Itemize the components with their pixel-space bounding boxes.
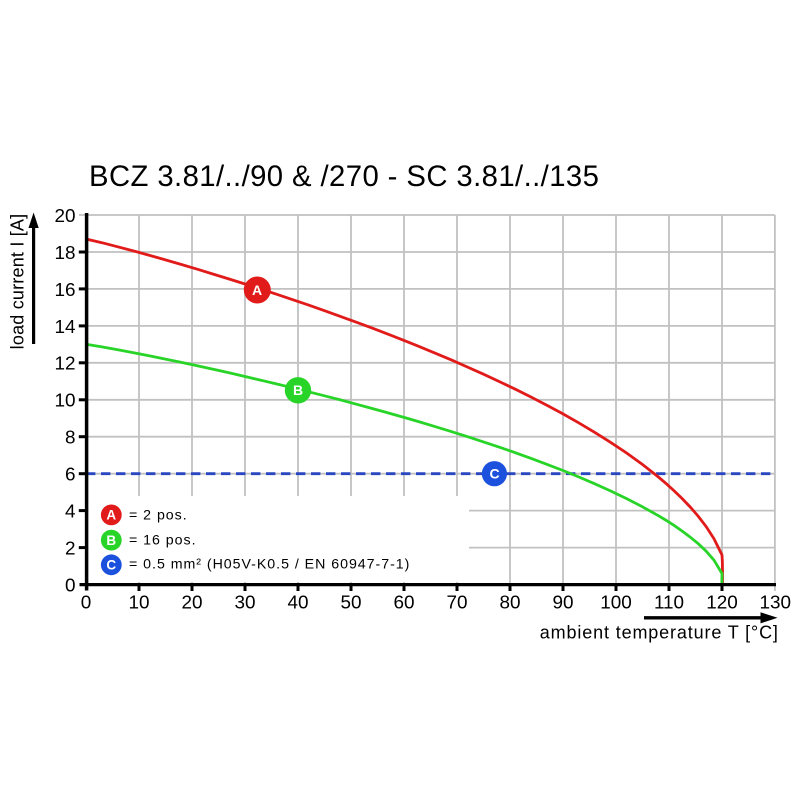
svg-text:= 16 pos.: = 16 pos.: [129, 533, 197, 549]
svg-text:load current I [A]: load current I [A]: [7, 214, 27, 350]
svg-text:= 0.5 mm² (H05V-K0.5 / EN 6094: = 0.5 mm² (H05V-K0.5 / EN 60947-7-1): [129, 557, 410, 573]
svg-text:C: C: [106, 558, 116, 573]
svg-text:110: 110: [654, 593, 684, 614]
svg-text:40: 40: [287, 593, 308, 614]
svg-text:ambient temperature T [°C]: ambient temperature T [°C]: [540, 623, 779, 643]
svg-text:2: 2: [65, 539, 76, 560]
svg-text:120: 120: [706, 593, 738, 614]
svg-text:12: 12: [54, 354, 75, 375]
svg-text:130: 130: [760, 593, 792, 614]
svg-text:0: 0: [81, 593, 92, 614]
svg-text:BCZ 3.81/../90 & /270 - SC 3.8: BCZ 3.81/../90 & /270 - SC 3.81/../135: [89, 160, 599, 193]
svg-text:16: 16: [54, 280, 75, 301]
svg-text:70: 70: [446, 593, 467, 614]
svg-text:10: 10: [54, 391, 75, 412]
svg-text:8: 8: [65, 428, 76, 449]
svg-text:20: 20: [54, 206, 75, 227]
svg-text:60: 60: [393, 593, 414, 614]
svg-text:18: 18: [54, 243, 75, 264]
svg-text:= 2 pos.: = 2 pos.: [129, 508, 188, 524]
svg-text:100: 100: [600, 593, 632, 614]
svg-text:4: 4: [65, 502, 76, 523]
svg-text:A: A: [252, 282, 262, 298]
svg-text:C: C: [489, 466, 499, 482]
svg-text:80: 80: [499, 593, 520, 614]
svg-text:B: B: [293, 382, 303, 398]
svg-text:14: 14: [54, 317, 75, 338]
svg-text:90: 90: [552, 593, 573, 614]
svg-text:50: 50: [340, 593, 361, 614]
svg-text:0: 0: [65, 575, 76, 596]
svg-text:6: 6: [65, 465, 76, 486]
svg-text:B: B: [106, 533, 116, 548]
svg-text:10: 10: [128, 593, 149, 614]
svg-text:20: 20: [181, 593, 202, 614]
svg-text:30: 30: [234, 593, 255, 614]
svg-text:A: A: [106, 508, 116, 523]
